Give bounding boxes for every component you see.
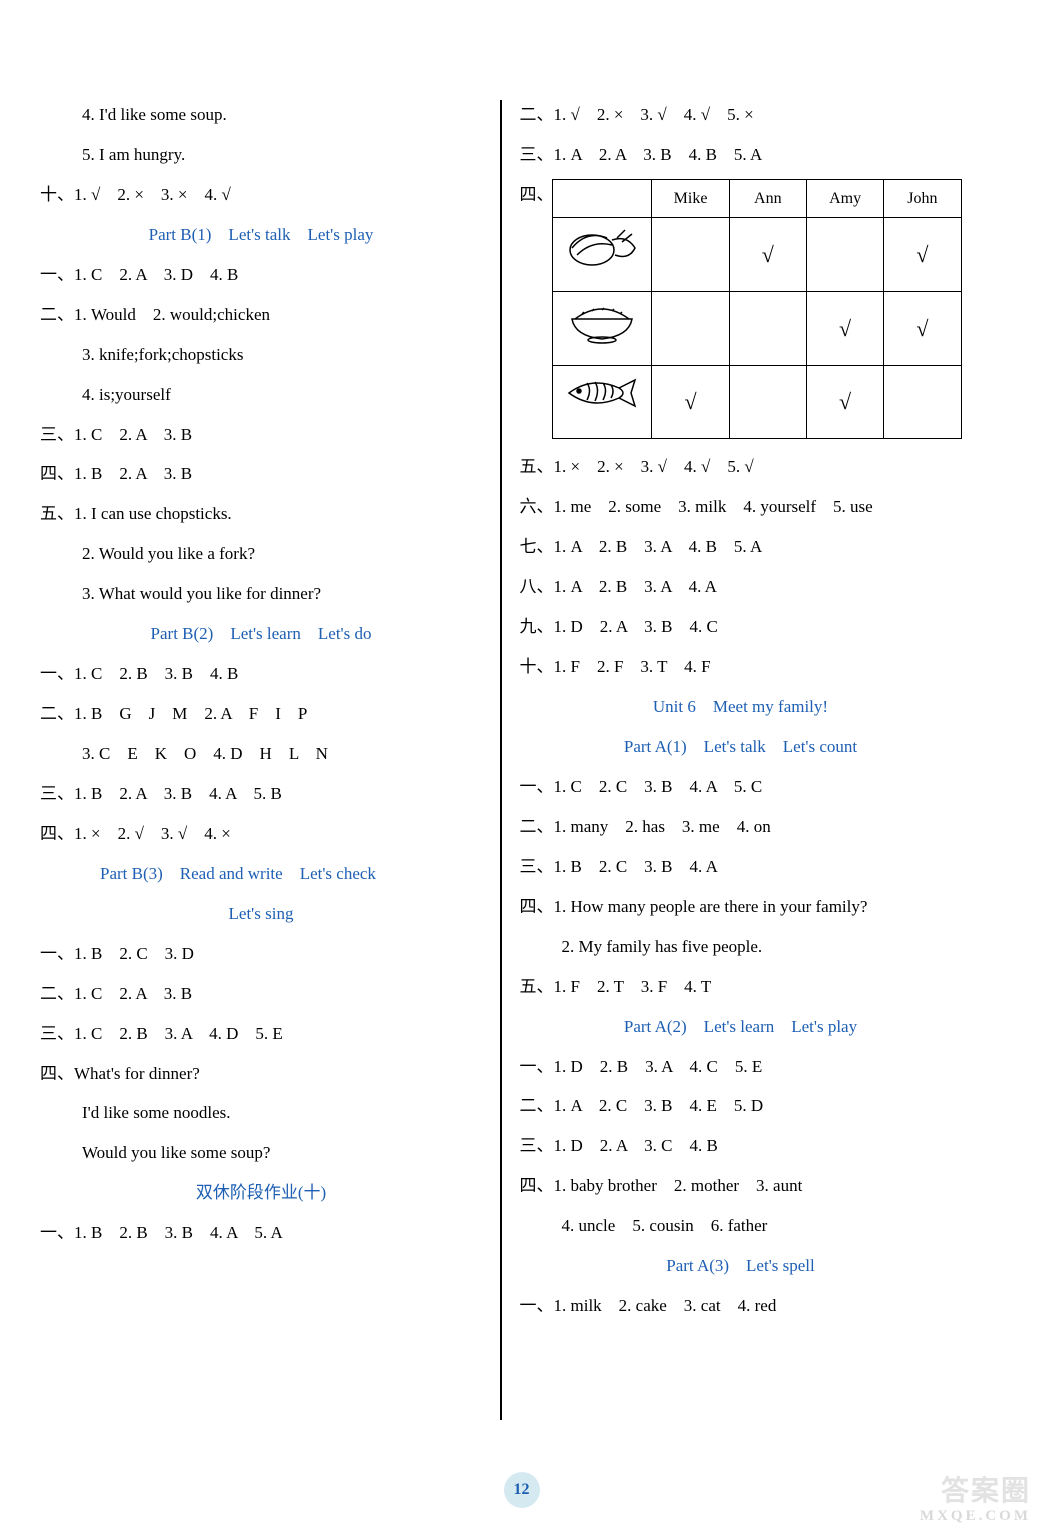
fish-icon bbox=[552, 365, 652, 439]
section-heading: Let's sing bbox=[40, 894, 482, 934]
section-heading: Part B(1) Let's talk Let's play bbox=[40, 215, 482, 255]
answer-line: 六、1. me 2. some 3. milk 4. yourself 5. u… bbox=[520, 487, 962, 527]
answer-line: 4. uncle 5. cousin 6. father bbox=[520, 1206, 962, 1246]
answer-line: 四、1. baby brother 2. mother 3. aunt bbox=[520, 1166, 962, 1206]
watermark-main: 答案圈 bbox=[941, 1476, 1031, 1507]
section-heading: 双休阶段作业(十) bbox=[40, 1173, 482, 1213]
answer-line: 五、1. I can use chopsticks. bbox=[40, 494, 482, 534]
answer-line: 3. C E K O 4. D H L N bbox=[40, 734, 482, 774]
answer-line: 十、1. √ 2. × 3. × 4. √ bbox=[40, 175, 482, 215]
watermark: 答案圈 MXQE.COM bbox=[920, 1477, 1031, 1524]
right-column: 二、1. √ 2. × 3. √ 4. √ 5. × 三、1. A 2. A 3… bbox=[502, 95, 962, 1420]
table-row: √ √ bbox=[552, 218, 961, 292]
answer-line: 4. I'd like some soup. bbox=[40, 95, 482, 135]
answer-line: 3. knife;fork;chopsticks bbox=[40, 335, 482, 375]
table-cell bbox=[729, 365, 806, 439]
answer-line: 四、1. How many people are there in your f… bbox=[520, 887, 962, 927]
answer-line: 二、1. Would 2. would;chicken bbox=[40, 295, 482, 335]
table-cell bbox=[652, 218, 729, 292]
table-row: √ √ bbox=[552, 365, 961, 439]
left-column: 4. I'd like some soup. 5. I am hungry. 十… bbox=[40, 95, 500, 1420]
answer-line: 五、1. F 2. T 3. F 4. T bbox=[520, 967, 962, 1007]
answer-line: Would you like some soup? bbox=[40, 1133, 482, 1173]
page-container: 4. I'd like some soup. 5. I am hungry. 十… bbox=[0, 0, 1043, 1420]
table-cell bbox=[652, 292, 729, 366]
answer-line: 七、1. A 2. B 3. A 4. B 5. A bbox=[520, 527, 962, 567]
page-number: 12 bbox=[504, 1472, 540, 1508]
answer-table: Mike Ann Amy John √ √ √ bbox=[552, 179, 962, 440]
answer-line: I'd like some noodles. bbox=[40, 1093, 482, 1133]
answer-line: 四、1. × 2. √ 3. √ 4. × bbox=[40, 814, 482, 854]
section-heading: Part A(1) Let's talk Let's count bbox=[520, 727, 962, 767]
answer-line: 二、1. B G J M 2. A F I P bbox=[40, 694, 482, 734]
answer-line: 二、1. C 2. A 3. B bbox=[40, 974, 482, 1014]
answer-line: 一、1. B 2. C 3. D bbox=[40, 934, 482, 974]
unit-heading: Unit 6 Meet my family! bbox=[520, 687, 962, 727]
section-heading: Part A(3) Let's spell bbox=[520, 1246, 962, 1286]
watermark-sub: MXQE.COM bbox=[920, 1508, 1031, 1525]
section-heading: Part B(3) Read and write Let's check bbox=[40, 854, 482, 894]
section-heading: Part A(2) Let's learn Let's play bbox=[520, 1007, 962, 1047]
table-cell: √ bbox=[652, 365, 729, 439]
answer-line: 一、1. C 2. C 3. B 4. A 5. C bbox=[520, 767, 962, 807]
answer-line: 一、1. B 2. B 3. B 4. A 5. A bbox=[40, 1213, 482, 1253]
answer-line: 二、1. A 2. C 3. B 4. E 5. D bbox=[520, 1086, 962, 1126]
answer-line: 一、1. milk 2. cake 3. cat 4. red bbox=[520, 1286, 962, 1326]
vegetable-icon bbox=[552, 218, 652, 292]
table-cell bbox=[884, 365, 961, 439]
table-cell: √ bbox=[806, 365, 883, 439]
answer-line: 三、1. C 2. A 3. B bbox=[40, 415, 482, 455]
table-cell bbox=[729, 292, 806, 366]
answer-line: 三、1. D 2. A 3. C 4. B bbox=[520, 1126, 962, 1166]
answer-line: 2. My family has five people. bbox=[520, 927, 962, 967]
answer-line: 五、1. × 2. × 3. √ 4. √ 5. √ bbox=[520, 447, 962, 487]
section-heading: Part B(2) Let's learn Let's do bbox=[40, 614, 482, 654]
table-cell: √ bbox=[729, 218, 806, 292]
answer-line: 二、1. √ 2. × 3. √ 4. √ 5. × bbox=[520, 95, 962, 135]
table-section-label: 四、 bbox=[520, 185, 554, 204]
answer-line: 一、1. C 2. A 3. D 4. B bbox=[40, 255, 482, 295]
answer-line: 三、1. B 2. C 3. B 4. A bbox=[520, 847, 962, 887]
rice-bowl-icon bbox=[552, 292, 652, 366]
answer-line: 三、1. C 2. B 3. A 4. D 5. E bbox=[40, 1014, 482, 1054]
table-cell: √ bbox=[884, 292, 961, 366]
answer-line: 一、1. D 2. B 3. A 4. C 5. E bbox=[520, 1047, 962, 1087]
answer-line: 3. What would you like for dinner? bbox=[40, 574, 482, 614]
table-cell bbox=[806, 218, 883, 292]
table-cell: √ bbox=[806, 292, 883, 366]
answer-line: 三、1. B 2. A 3. B 4. A 5. B bbox=[40, 774, 482, 814]
answer-line: 八、1. A 2. B 3. A 4. A bbox=[520, 567, 962, 607]
answer-line: 十、1. F 2. F 3. T 4. F bbox=[520, 647, 962, 687]
table-cell: √ bbox=[884, 218, 961, 292]
answer-line: 三、1. A 2. A 3. B 4. B 5. A bbox=[520, 135, 962, 175]
answer-line: 2. Would you like a fork? bbox=[40, 534, 482, 574]
answer-line: 二、1. many 2. has 3. me 4. on bbox=[520, 807, 962, 847]
answer-line: 5. I am hungry. bbox=[40, 135, 482, 175]
answer-line: 4. is;yourself bbox=[40, 375, 482, 415]
table-row: √ √ bbox=[552, 292, 961, 366]
answer-line: 四、What's for dinner? bbox=[40, 1054, 482, 1094]
answer-line: 九、1. D 2. A 3. B 4. C bbox=[520, 607, 962, 647]
answer-line: 一、1. C 2. B 3. B 4. B bbox=[40, 654, 482, 694]
answer-line: 四、1. B 2. A 3. B bbox=[40, 454, 482, 494]
